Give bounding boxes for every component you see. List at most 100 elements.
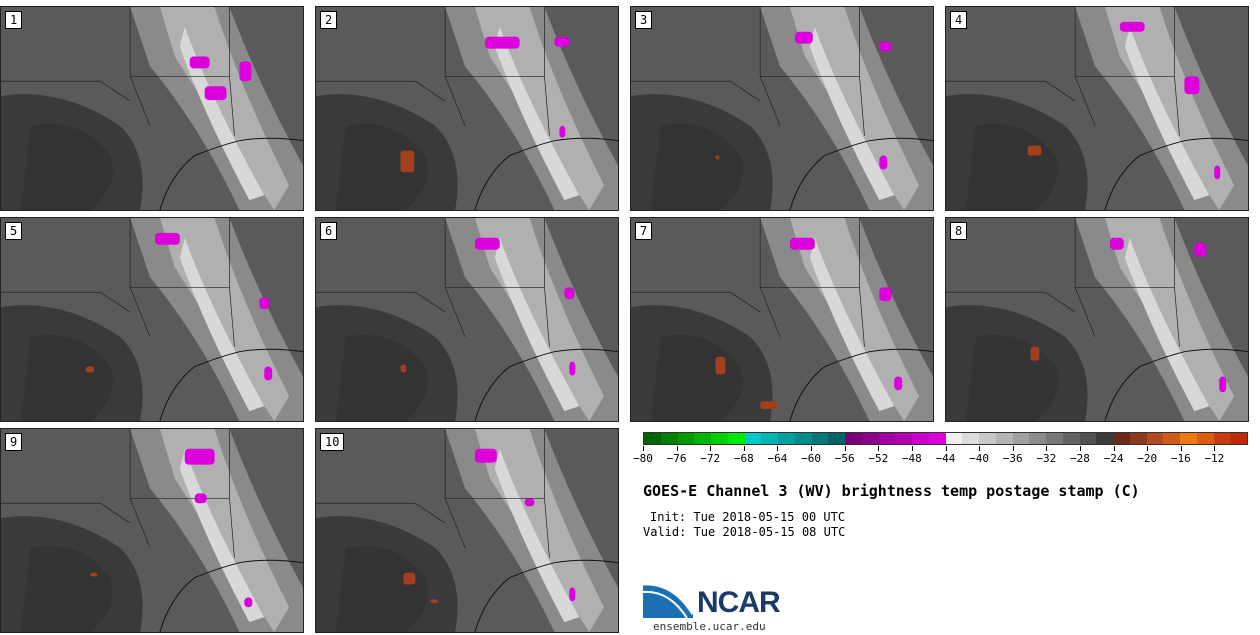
map-panel bbox=[946, 7, 1248, 210]
colorbar-tick bbox=[979, 446, 981, 451]
page-title: GOES-E Channel 3 (WV) brightness temp po… bbox=[643, 482, 1140, 500]
colorbar-tick-label: −72 bbox=[700, 452, 721, 465]
stamp-label: 1 bbox=[5, 11, 23, 29]
colorbar-ticks: −80 −76 −72 −68 −64 −60 −56 −52 −48 −44 −40 −36 −32−… bbox=[633, 446, 1248, 470]
colorbar-tick-label: −52 bbox=[868, 452, 889, 465]
colorbar-segment bbox=[861, 433, 879, 444]
map-panel bbox=[631, 218, 933, 421]
colorbar-tick-label: −20 bbox=[1137, 452, 1158, 465]
colorbar-tick-label: −48 bbox=[901, 452, 922, 465]
stamp-8: 8 bbox=[945, 217, 1249, 422]
colorbar-segment bbox=[1029, 433, 1046, 444]
valid-time: Valid: Tue 2018-05-15 08 UTC bbox=[643, 525, 846, 539]
stamp-label: 10 bbox=[320, 433, 345, 451]
stamp-label: 6 bbox=[320, 222, 338, 240]
colorbar-segment bbox=[711, 433, 728, 444]
colorbar-segment bbox=[727, 433, 745, 444]
colorbar-segment bbox=[928, 433, 946, 444]
stamp-9: 9 bbox=[0, 428, 304, 633]
stamp-label: 7 bbox=[635, 222, 653, 240]
colorbar-segment bbox=[1230, 433, 1247, 444]
colorbar-segment bbox=[761, 433, 778, 444]
map-panel bbox=[1, 218, 303, 421]
colorbar-tick-label: −12 bbox=[1204, 452, 1225, 465]
init-time: Init: Tue 2018-05-15 00 UTC bbox=[650, 510, 846, 524]
colorbar-segment bbox=[694, 433, 711, 444]
map-panel bbox=[316, 429, 618, 632]
colorbar-segment bbox=[895, 433, 912, 444]
colorbar-segment bbox=[1146, 433, 1164, 444]
colorbar-tick-label: −40 bbox=[969, 452, 990, 465]
colorbar-tick bbox=[1113, 446, 1115, 451]
ncar-logo: NCAR ensemble.ucar.edu bbox=[643, 578, 803, 634]
colorbar-tick-label: −56 bbox=[834, 452, 855, 465]
colorbar-tick bbox=[811, 446, 813, 451]
colorbar-tick-label: −28 bbox=[1070, 452, 1090, 465]
colorbar-segment bbox=[677, 433, 695, 444]
colorbar-tick bbox=[1046, 446, 1048, 451]
stamp-label: 8 bbox=[950, 222, 968, 240]
colorbar-segment bbox=[778, 433, 795, 444]
colorbar-tick bbox=[1079, 446, 1081, 451]
colorbar-tick-label: −16 bbox=[1170, 452, 1191, 465]
colorbar-tick-label: −64 bbox=[767, 452, 788, 465]
stamp-4: 4 bbox=[945, 6, 1249, 211]
stamp-label: 2 bbox=[320, 11, 338, 29]
map-panel bbox=[1, 7, 303, 210]
map-panel bbox=[631, 7, 933, 210]
stamp-5: 5 bbox=[0, 217, 304, 422]
colorbar-tick bbox=[777, 446, 779, 451]
logo-url: ensemble.ucar.edu bbox=[653, 620, 766, 633]
colorbar-tick bbox=[743, 446, 745, 451]
stamp-2: 2 bbox=[315, 6, 619, 211]
colorbar-tick bbox=[1147, 446, 1149, 451]
colorbar-segment bbox=[1196, 433, 1214, 444]
stamp-6: 6 bbox=[315, 217, 619, 422]
colorbar-tick bbox=[911, 446, 913, 451]
colorbar-tick-label: −32 bbox=[1036, 452, 1057, 465]
colorbar-segment bbox=[1163, 433, 1180, 444]
stamp-label: 4 bbox=[950, 11, 968, 29]
colorbar-segment bbox=[995, 433, 1013, 444]
colorbar-segment bbox=[1012, 433, 1030, 444]
colorbar-tick bbox=[1180, 446, 1182, 451]
colorbar bbox=[643, 432, 1248, 445]
colorbar-segment bbox=[945, 433, 963, 444]
colorbar-tick bbox=[710, 446, 712, 451]
colorbar-tick bbox=[878, 446, 880, 451]
stamp-label: 3 bbox=[635, 11, 653, 29]
colorbar-tick-label: −80 bbox=[633, 452, 653, 465]
colorbar-segment bbox=[1079, 433, 1097, 444]
colorbar-tick-label: −76 bbox=[666, 452, 687, 465]
map-panel bbox=[946, 218, 1248, 421]
colorbar-segment bbox=[1180, 433, 1197, 444]
colorbar-tick-label: −24 bbox=[1103, 452, 1124, 465]
colorbar-tick bbox=[1214, 446, 1216, 451]
map-panel bbox=[316, 218, 618, 421]
colorbar-tick-label: −36 bbox=[1002, 452, 1023, 465]
colorbar-tick bbox=[1012, 446, 1014, 451]
colorbar-segment bbox=[1096, 433, 1113, 444]
colorbar-segment bbox=[962, 433, 979, 444]
colorbar-segment bbox=[845, 433, 862, 444]
map-panel bbox=[1, 429, 303, 632]
colorbar-segment bbox=[1062, 433, 1080, 444]
colorbar-tick bbox=[844, 446, 846, 451]
stamp-1: 1 bbox=[0, 6, 304, 211]
logo-text: NCAR bbox=[697, 586, 781, 619]
colorbar-tick bbox=[676, 446, 678, 451]
colorbar-tick bbox=[643, 446, 644, 451]
colorbar-tick-label: −60 bbox=[801, 452, 821, 465]
colorbar-tick bbox=[945, 446, 947, 451]
colorbar-segment bbox=[912, 433, 929, 444]
ncar-swoosh-icon bbox=[643, 582, 695, 618]
stamp-10: 10 bbox=[315, 428, 619, 633]
colorbar-segment bbox=[794, 433, 812, 444]
colorbar-tick-label: −44 bbox=[935, 452, 956, 465]
colorbar-segment bbox=[811, 433, 829, 444]
colorbar-segment bbox=[1129, 433, 1147, 444]
colorbar-segment bbox=[744, 433, 762, 444]
stamp-label: 9 bbox=[5, 433, 23, 451]
colorbar-segment bbox=[644, 433, 661, 444]
map-panel bbox=[316, 7, 618, 210]
